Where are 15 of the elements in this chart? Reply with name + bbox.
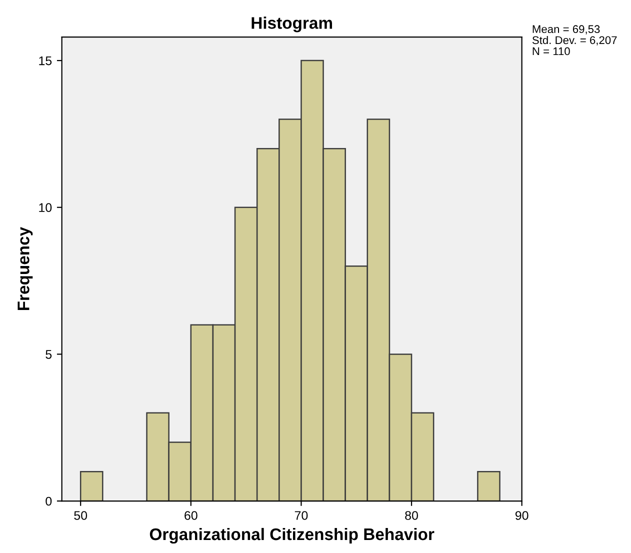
- x-tick-label: 80: [405, 511, 418, 520]
- x-tick-label: 90: [515, 511, 528, 520]
- x-tick-label: 60: [184, 511, 198, 520]
- chart-title: Histogram: [252, 16, 332, 32]
- y-tick-label: 5: [46, 350, 52, 359]
- y-tick-label: 10: [39, 203, 52, 212]
- text: Mean = 69,53: [532, 25, 600, 34]
- x-tick-label: 50: [74, 511, 88, 520]
- y-axis-title: Frequency: [18, 226, 33, 310]
- y-tick-label: 0: [46, 496, 52, 506]
- y-tick-label: 15: [39, 56, 52, 66]
- text: Std. Dev. = 6,207: [532, 36, 617, 46]
- x-tick-label: 70: [294, 511, 308, 520]
- text: N = 110: [532, 47, 570, 56]
- x-axis-title: Organizational Citizenship Behavior: [150, 528, 434, 544]
